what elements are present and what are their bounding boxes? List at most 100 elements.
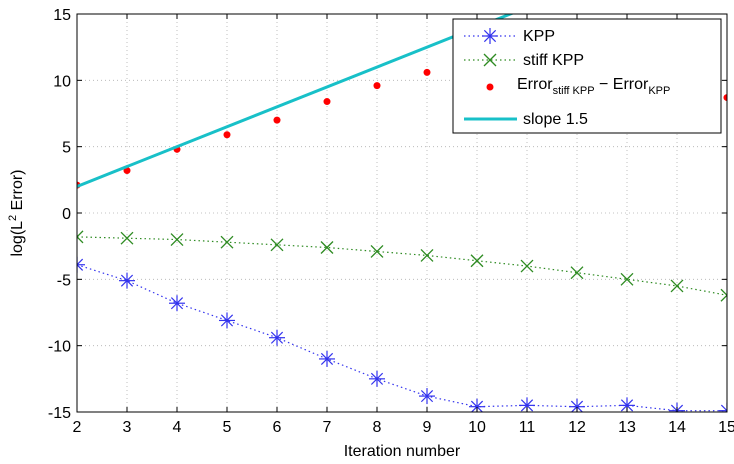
series-0 (77, 256, 727, 412)
x-tick-label: 15 (718, 419, 734, 436)
y-tick-label: 0 (62, 206, 71, 223)
data-point (619, 397, 635, 412)
x-tick-label: 9 (423, 419, 432, 436)
cross-stroke (620, 272, 634, 286)
series-layer (77, 14, 727, 412)
legend-box (452, 18, 722, 134)
cross-stroke (670, 279, 684, 293)
legend-stiff-kpp-label: stiff KPP (523, 52, 584, 69)
legend-kpp-label: KPP (523, 28, 555, 45)
data-point (670, 279, 684, 293)
data-point (269, 329, 285, 346)
asterisk-stroke (520, 399, 534, 412)
cross-stroke (120, 231, 134, 245)
data-point (170, 233, 184, 246)
legend-error-mid: − Error (595, 76, 649, 93)
x-tick-label: 11 (519, 419, 536, 436)
cross-stroke (470, 254, 484, 268)
legend-error-difference-label: Errorstiff KPP − ErrorKPP (517, 76, 670, 97)
asterisk-stroke (483, 29, 497, 43)
asterisk-stroke (270, 331, 284, 344)
y-tick-label: 10 (53, 73, 71, 90)
series-1 (77, 230, 727, 302)
asterisk-stroke (320, 352, 334, 366)
legend: KPP stiff KPP Errorstiff KPP − ErrorKPP … (452, 18, 722, 134)
legend-error-main: Error (517, 76, 553, 93)
grid (77, 14, 727, 412)
data-point (319, 350, 335, 367)
data-point (270, 238, 284, 252)
y-tick-label: -10 (48, 339, 71, 356)
cross-stroke (483, 53, 497, 67)
series-line (77, 14, 515, 188)
data-point (223, 131, 231, 139)
legend-kpp-marker (482, 28, 498, 44)
y-tick-label: -15 (48, 405, 71, 422)
asterisk-stroke (570, 400, 584, 412)
y-tick-label: -5 (57, 272, 71, 289)
asterisk-stroke (77, 258, 84, 266)
asterisk-stroke (220, 314, 234, 327)
x-tick-label: 6 (273, 419, 282, 436)
x-tick-label: 14 (668, 419, 686, 436)
series-2 (77, 68, 727, 189)
asterisk-stroke (470, 400, 484, 412)
data-point (169, 295, 185, 312)
cross-stroke (370, 245, 384, 258)
asterisk-stroke (370, 372, 384, 385)
legend-entry-kpp: KPP (464, 28, 555, 45)
data-point (369, 370, 385, 387)
x-tick-label: 8 (373, 419, 382, 436)
cross-stroke (220, 235, 234, 249)
data-point (220, 235, 234, 249)
legend-error-sub1: stiff KPP (553, 85, 595, 97)
series-3 (77, 14, 515, 188)
legend-entry-error-difference: Errorstiff KPP − ErrorKPP (486, 76, 670, 97)
legend-entry-slope: slope 1.5 (464, 111, 588, 128)
asterisk-stroke (77, 263, 84, 271)
asterisk-stroke (120, 274, 134, 287)
data-point (720, 288, 727, 302)
data-point (620, 272, 634, 286)
legend-error-sub2: KPP (648, 85, 670, 97)
x-tick-label: 13 (618, 419, 636, 436)
asterisk-stroke (720, 404, 727, 412)
data-point (323, 98, 331, 106)
legend-stiff-kpp-marker (483, 53, 497, 67)
data-point (370, 245, 384, 258)
legend-cross (483, 53, 497, 67)
data-point (569, 398, 585, 412)
data-point (470, 254, 484, 268)
x-axis-title: Iteration number (344, 443, 461, 460)
data-point (469, 398, 485, 412)
cross-stroke (520, 259, 534, 273)
cross-stroke (77, 230, 84, 238)
data-point (219, 312, 235, 329)
x-tick-label: 2 (73, 419, 82, 436)
y-tick-label: 5 (62, 140, 71, 157)
data-point (373, 82, 381, 90)
series-line (77, 236, 727, 296)
ticks: 2 3 4 5 6 7 8 9 10 11 12 13 14 15 -15 -10 -5 0 5 10 15 (48, 7, 734, 436)
cross-stroke (720, 294, 727, 302)
data-point (570, 266, 584, 280)
cross-stroke (320, 241, 334, 254)
y-axis-title-sup: 2 (7, 215, 19, 221)
series-line (77, 264, 727, 412)
x-tick-label: 5 (223, 419, 232, 436)
cross-stroke (420, 248, 434, 262)
legend-slope-label: slope 1.5 (523, 111, 588, 128)
cross-stroke (77, 235, 84, 244)
legend-entry-stiff-kpp: stiff KPP (464, 52, 584, 69)
data-point (723, 94, 727, 102)
data-point (77, 230, 84, 244)
x-tick-label: 10 (468, 419, 486, 436)
data-point (320, 241, 334, 254)
y-axis-title-tail: Error) (9, 169, 26, 214)
data-point (77, 256, 85, 273)
data-point (719, 402, 727, 412)
x-tick-label: 7 (323, 419, 332, 436)
x-tick-label: 4 (173, 419, 182, 436)
x-tick-label: 3 (123, 419, 132, 436)
cross-stroke (570, 266, 584, 280)
